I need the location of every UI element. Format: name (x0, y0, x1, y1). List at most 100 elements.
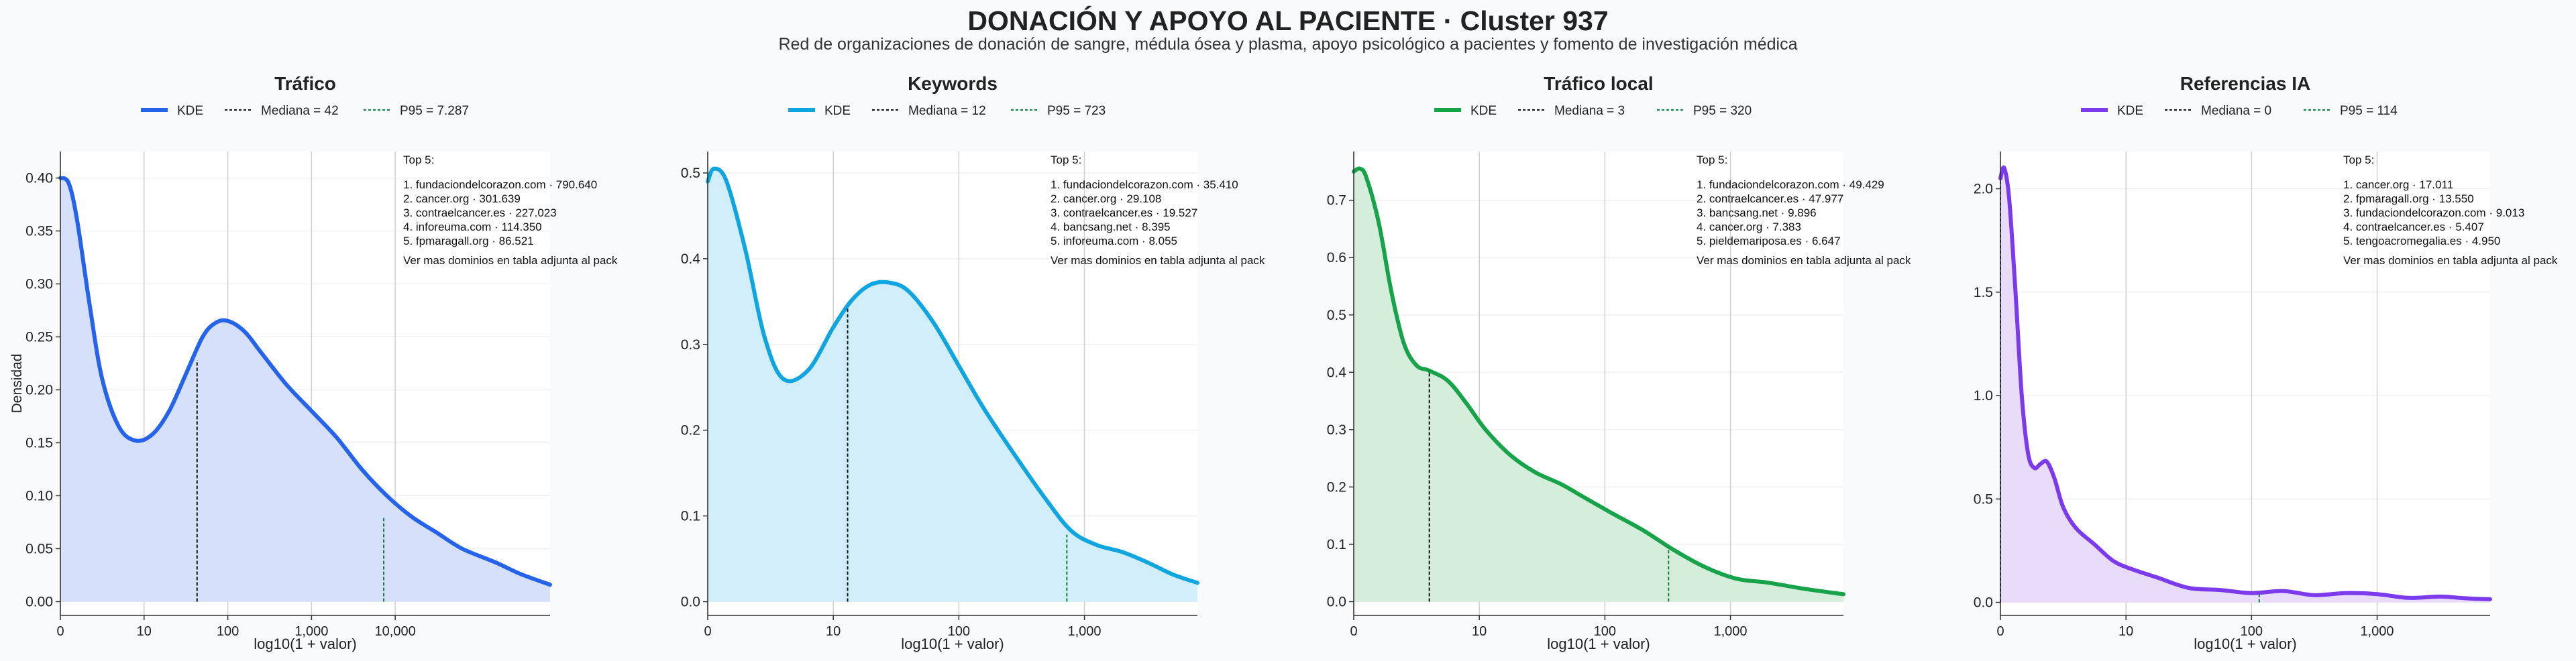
annotation-item: 3. contraelcancer.es · 19.527 (1051, 206, 1197, 219)
legend-p95-label: P95 = 723 (1047, 104, 1106, 118)
y-tick-label: 0.5 (1327, 308, 1346, 323)
x-tick-label: 0 (1996, 624, 2004, 639)
y-tick-label: 2.0 (1974, 182, 1993, 197)
annotation-item: 2. contraelcancer.es · 47.977 (1697, 192, 1843, 205)
y-tick-label: 0.15 (25, 435, 53, 450)
y-tick-label: 0.6 (1327, 250, 1346, 265)
y-tick-label: 0.0 (1974, 595, 1993, 611)
legend-kde-label: KDE (2117, 104, 2143, 118)
top5-annotation: Top 5: 1. fundaciondelcorazon.com · 49.42… (1697, 154, 1911, 267)
x-tick-label: 100 (948, 624, 970, 639)
chart-title: Keywords (908, 73, 998, 94)
top5-annotation: Top 5: 1. fundaciondelcorazon.com · 35.41… (1051, 154, 1265, 267)
x-tick-label: 100 (2241, 624, 2263, 639)
x-tick-label: 10 (1472, 624, 1487, 639)
legend: KDE Mediana = 42 P95 = 7.287 (141, 104, 469, 118)
annotation-footer: Ver mas dominios en tabla adjunta al pac… (1051, 254, 1265, 267)
annotation-header: Top 5: (2343, 154, 2374, 166)
x-tick-label: 10 (137, 624, 152, 639)
annotation-item: 1. cancer.org · 17.011 (2343, 178, 2453, 191)
y-tick-label: 0.0 (1327, 594, 1346, 609)
legend-median-label: Mediana = 42 (261, 104, 339, 118)
y-tick-label: 0.4 (1327, 365, 1347, 380)
x-axis-label: log10(1 + valor) (901, 636, 1004, 652)
legend: KDE Mediana = 0 P95 = 114 (2081, 104, 2398, 118)
y-tick-label: 0.25 (25, 329, 53, 345)
y-tick-label: 0.1 (681, 509, 700, 524)
annotation-item: 5. pieldemariposa.es · 6.647 (1697, 235, 1841, 247)
annotation-item: 3. fundaciondelcorazon.com · 9.013 (2343, 206, 2524, 219)
x-tick-label: 1,000 (2361, 624, 2394, 639)
annotation-footer: Ver mas dominios en tabla adjunta al pac… (2343, 254, 2558, 267)
y-tick-label: 0.20 (25, 382, 53, 398)
y-tick-label: 0.35 (25, 223, 53, 239)
legend-p95-label: P95 = 114 (2340, 104, 2398, 118)
y-tick-label: 0.05 (25, 541, 53, 556)
annotation-item: 4. contraelcancer.es · 5.407 (2343, 221, 2484, 233)
x-axis-label: log10(1 + valor) (2194, 636, 2296, 652)
annotation-header: Top 5: (1697, 154, 1727, 166)
y-tick-label: 0.3 (681, 337, 700, 353)
x-axis-label: log10(1 + valor) (1547, 636, 1650, 652)
annotation-item: 1. fundaciondelcorazon.com · 35.410 (1051, 178, 1238, 191)
kde-line (58, 176, 552, 587)
annotation-item: 1. fundaciondelcorazon.com · 49.429 (1697, 178, 1884, 191)
chart-title: Tráfico local (1544, 73, 1653, 94)
kde-line (706, 166, 1199, 585)
annotation-item: 3. bancsang.net · 9.896 (1697, 206, 1817, 219)
kde-line (1352, 166, 1845, 597)
annotation-footer: Ver mas dominios en tabla adjunta al pac… (1697, 254, 1911, 267)
y-tick-label: 0.4 (681, 251, 701, 267)
legend: KDE Mediana = 12 P95 = 723 (788, 104, 1106, 118)
legend-median-label: Mediana = 12 (908, 104, 986, 118)
annotation-item: 4. inforeuma.com · 114.350 (403, 221, 542, 233)
chart-panel-1: Tráfico KDE Mediana = 42 P95 = 7.287 0.00 0.0… (9, 73, 618, 652)
annotation-item: 3. contraelcancer.es · 227.023 (403, 206, 557, 219)
annotation-item: 2. cancer.org · 29.108 (1051, 192, 1161, 205)
annotation-item: 5. tengoacromegalia.es · 4.950 (2343, 235, 2500, 247)
annotation-item: 4. cancer.org · 7.383 (1697, 221, 1801, 233)
y-tick-label: 0.2 (681, 423, 700, 438)
page-title: DONACIÓN Y APOYO AL PACIENTE · Cluster 9… (967, 5, 1609, 36)
kde-fill (1354, 168, 1843, 602)
annotation-footer: Ver mas dominios en tabla adjunta al pac… (403, 254, 618, 267)
x-tick-label: 10,000 (375, 624, 416, 639)
y-tick-label: 0.40 (25, 170, 53, 186)
y-tick-label: 0.30 (25, 276, 53, 292)
annotation-item: 5. fpmaragall.org · 86.521 (403, 235, 534, 247)
y-tick-label: 0.7 (1327, 193, 1346, 208)
x-tick-label: 10 (826, 624, 841, 639)
y-axis-label: Densidad (9, 354, 25, 414)
kde-fill (60, 178, 550, 602)
legend-kde-label: KDE (1470, 104, 1497, 118)
y-tick-label: 0.2 (1327, 479, 1346, 495)
chart-panel-4: Referencias IA KDE Mediana = 0 P95 = 114 0.0… (1974, 73, 2558, 652)
annotation-header: Top 5: (403, 154, 434, 166)
legend-kde-label: KDE (177, 104, 203, 118)
annotation-item: 4. bancsang.net · 8.395 (1051, 221, 1171, 233)
x-tick-label: 100 (1594, 624, 1616, 639)
legend: KDE Mediana = 3 P95 = 320 (1434, 104, 1752, 118)
annotation-item: 2. cancer.org · 301.639 (403, 192, 521, 205)
legend-p95-label: P95 = 320 (1693, 104, 1752, 118)
y-tick-label: 0.3 (1327, 422, 1346, 438)
legend-median-label: Mediana = 0 (2201, 104, 2271, 118)
chart-panel-3: Tráfico local KDE Mediana = 3 P95 = 320 0.0 0… (1327, 73, 1911, 652)
top5-annotation: Top 5: 1. fundaciondelcorazon.com · 790.6… (403, 154, 618, 267)
x-tick-label: 0 (1350, 624, 1357, 639)
x-tick-label: 0 (704, 624, 711, 639)
x-tick-label: 1,000 (1714, 624, 1748, 639)
x-tick-label: 1,000 (294, 624, 328, 639)
y-tick-label: 0.0 (681, 595, 700, 610)
y-tick-label: 1.5 (1974, 285, 1993, 300)
kde-fill (708, 168, 1197, 602)
x-tick-label: 1,000 (1068, 624, 1102, 639)
chart-title: Tráfico (274, 73, 336, 94)
y-tick-label: 0.1 (1327, 537, 1346, 552)
chart-panel-2: Keywords KDE Mediana = 12 P95 = 723 0.0 0.1 0.… (681, 73, 1265, 652)
x-tick-label: 0 (56, 624, 64, 639)
legend-kde-label: KDE (824, 104, 851, 118)
y-tick-label: 0.5 (681, 166, 700, 181)
